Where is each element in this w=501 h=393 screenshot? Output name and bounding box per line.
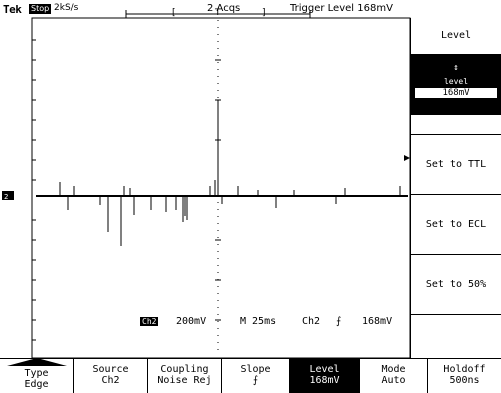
- trigger-level-readout: Trigger Level 168mV: [290, 3, 393, 14]
- level-value-label: level: [443, 77, 469, 86]
- svg-text:]: ]: [262, 8, 266, 18]
- svg-text:[: [: [172, 8, 176, 18]
- run-state-badge: Stop: [29, 4, 52, 14]
- side-menu-title: Level: [440, 30, 472, 41]
- trigger-level-value: 168mV: [362, 316, 393, 327]
- menu-type-button[interactable]: Type Edge: [0, 358, 74, 393]
- set-to-ecl-button[interactable]: Set to ECL: [411, 194, 501, 255]
- menu-source-button[interactable]: Source Ch2: [74, 359, 148, 393]
- trigger-source-readout: Ch2: [302, 316, 321, 327]
- menu-holdoff-button[interactable]: Holdoff 500ns: [443, 364, 486, 386]
- set-to-50-button[interactable]: Set to 50%: [411, 254, 501, 315]
- trigger-level-side-menu: Level ↕ level 168mV Set to TTL Set to EC…: [410, 18, 501, 358]
- channel-2-ground-marker: 2: [2, 191, 14, 201]
- level-value: 168mV: [415, 88, 497, 98]
- graticule-frame: [31, 17, 411, 359]
- svg-text:2: 2: [4, 193, 8, 201]
- menu-slope-button[interactable]: Slope ⨍: [222, 359, 290, 393]
- status-bar: Tek Stop 2kS/s 2 Acqs Trigger Level 168m…: [0, 0, 501, 18]
- level-adjust-icon: ↕: [453, 63, 459, 73]
- menu-coupling-button[interactable]: Coupling Noise Rej: [148, 359, 222, 393]
- trigger-main-menu: Type Edge Source Ch2 Coupling Noise Rej Slo…: [0, 358, 501, 393]
- volts-per-div: 200mV: [176, 316, 207, 327]
- graticule-ticks-left: [32, 39, 36, 341]
- tek-logo: Tek: [3, 3, 22, 16]
- side-menu-empty: [411, 314, 501, 359]
- up-arrow-icon: [7, 358, 67, 366]
- trigger-level-arrow: [404, 155, 410, 161]
- sample-rate: 2kS/s: [54, 3, 79, 13]
- svg-text:T: T: [214, 8, 221, 18]
- channel-badge: Ch2: [140, 317, 159, 326]
- menu-mode-button[interactable]: Mode Auto: [360, 359, 428, 393]
- timebase-readout: M 25ms: [240, 316, 277, 327]
- record-bracket: [ T ]: [125, 8, 311, 18]
- menu-level-button[interactable]: Level 168mV: [290, 359, 360, 393]
- waveform-trace: [36, 100, 408, 246]
- trigger-slope-icon: ⨍: [336, 316, 342, 327]
- set-to-ttl-button[interactable]: Set to TTL: [411, 134, 501, 195]
- acquisition-count: 2 Acqs: [207, 3, 241, 14]
- level-value-button[interactable]: ↕ level 168mV: [411, 54, 501, 115]
